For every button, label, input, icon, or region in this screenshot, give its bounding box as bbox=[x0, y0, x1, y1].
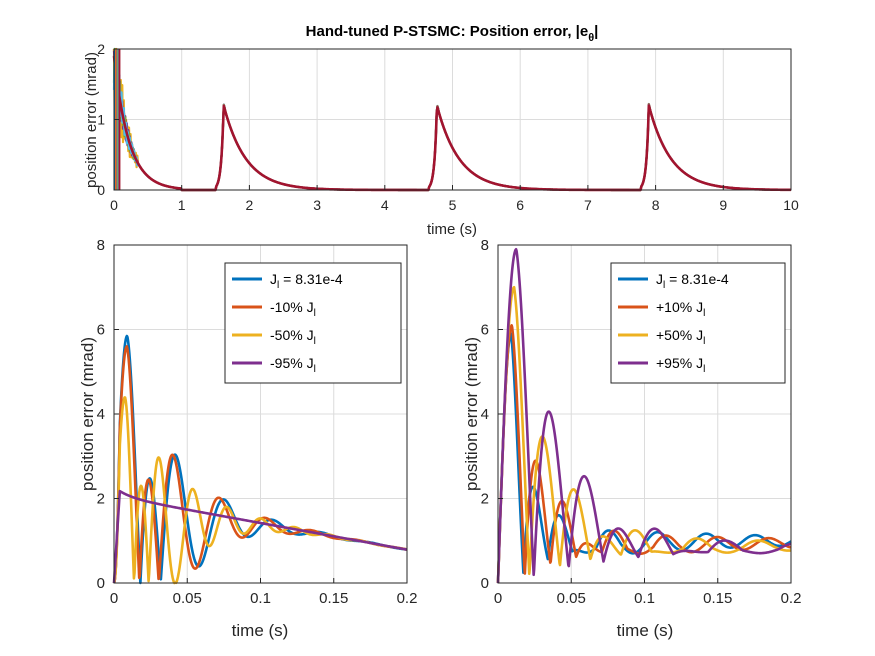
bottom-right-xticks: 0 0.05 0.1 0.15 0.2 bbox=[494, 578, 802, 607]
br-ytick-label: 8 bbox=[481, 237, 489, 254]
bottom-right-legend-label-2: +50% Jl bbox=[656, 327, 705, 347]
br-xtick-label: 0 bbox=[494, 590, 502, 607]
bottom-left-ylabel: position error (mrad) bbox=[78, 337, 97, 491]
top-xlabel: time (s) bbox=[427, 221, 477, 238]
bl-ytick-label: 0 bbox=[97, 575, 105, 592]
bottom-right-ylabel: position error (mrad) bbox=[462, 337, 481, 491]
top-ytick-label: 0 bbox=[97, 182, 105, 198]
bottom-right-xlabel: time (s) bbox=[617, 621, 674, 640]
bl-ytick-label: 2 bbox=[97, 491, 105, 508]
bl-xtick-label: 0.15 bbox=[319, 590, 348, 607]
bottom-right-legend-label-0: Jl = 8.31e-4 bbox=[656, 271, 729, 291]
top-xtick-label: 1 bbox=[178, 197, 186, 213]
top-yticks: 0 1 2 bbox=[97, 41, 119, 198]
bottom-left-axes: 0 0.05 0.1 0.15 0.2 0 2 4 6 8 time (s) position … bbox=[78, 237, 417, 640]
bottom-left-lines bbox=[112, 334, 408, 585]
top-xtick-label: 9 bbox=[719, 197, 727, 213]
bottom-left-yticks: 0 2 4 6 8 bbox=[97, 237, 119, 592]
top-xtick-label: 6 bbox=[516, 197, 524, 213]
br-ytick-label: 4 bbox=[481, 406, 489, 423]
bl-xtick-label: 0.1 bbox=[250, 590, 271, 607]
top-title: Hand-tuned P-STSMC: Position error, |eθ| bbox=[306, 23, 599, 44]
top-xtick-label: 4 bbox=[381, 197, 389, 213]
bottom-left-legend: Jl = 8.31e-4 -10% Jl -50% Jl -95% Jl bbox=[224, 262, 402, 384]
top-xtick-label: 2 bbox=[246, 197, 254, 213]
bottom-left-legend-label-2: -50% Jl bbox=[270, 327, 316, 347]
bottom-right-legend-label-1: +10% Jl bbox=[656, 299, 705, 319]
bottom-right-lines bbox=[496, 248, 792, 584]
top-grid bbox=[114, 49, 791, 190]
bottom-right-series-line bbox=[496, 248, 792, 584]
top-xticks: 0 1 2 3 4 5 6 7 8 9 10 bbox=[110, 185, 799, 213]
bl-ytick-label: 4 bbox=[97, 406, 105, 423]
bottom-left-series-line bbox=[112, 489, 408, 584]
bottom-right-legend-label-3: +95% Jl bbox=[656, 355, 705, 375]
br-ytick-label: 6 bbox=[481, 322, 489, 339]
br-xtick-label: 0.05 bbox=[557, 590, 586, 607]
bl-xtick-label: 0 bbox=[110, 590, 118, 607]
bottom-left-legend-label-3: -95% Jl bbox=[270, 355, 316, 375]
top-xtick-label: 8 bbox=[652, 197, 660, 213]
br-xtick-label: 0.15 bbox=[703, 590, 732, 607]
top-xtick-label: 3 bbox=[313, 197, 321, 213]
bl-xtick-label: 0.05 bbox=[173, 590, 202, 607]
top-xtick-label: 10 bbox=[783, 197, 799, 213]
bottom-right-legend: Jl = 8.31e-4 +10% Jl +50% Jl +95% Jl bbox=[610, 262, 786, 384]
top-xtick-label: 5 bbox=[449, 197, 457, 213]
bottom-right-yticks: 0 2 4 6 8 bbox=[481, 237, 503, 592]
bottom-left-legend-label-1: -10% Jl bbox=[270, 299, 316, 319]
top-ytick-label: 2 bbox=[97, 41, 105, 57]
top-xtick-label: 7 bbox=[584, 197, 592, 213]
top-xtick-label: 0 bbox=[110, 197, 118, 213]
top-ytick-label: 1 bbox=[97, 112, 105, 128]
bottom-right-series-line bbox=[496, 332, 792, 584]
bl-xtick-label: 0.2 bbox=[397, 590, 418, 607]
br-xtick-label: 0.1 bbox=[634, 590, 655, 607]
bottom-right-axes: 0 0.05 0.1 0.15 0.2 0 2 4 6 8 time (s) position … bbox=[462, 237, 801, 640]
top-axes: 0 1 2 3 4 5 6 7 8 9 10 0 1 2 Hand-tuned P-STSMC: Pos… bbox=[83, 23, 799, 238]
bottom-left-xticks: 0 0.05 0.1 0.15 0.2 bbox=[110, 578, 418, 607]
br-xtick-label: 0.2 bbox=[781, 590, 802, 607]
bl-ytick-label: 6 bbox=[97, 322, 105, 339]
br-ytick-label: 2 bbox=[481, 491, 489, 508]
bottom-left-xlabel: time (s) bbox=[232, 621, 289, 640]
bottom-left-legend-label-0: Jl = 8.31e-4 bbox=[270, 271, 343, 291]
br-ytick-label: 0 bbox=[481, 575, 489, 592]
top-ylabel: position error (mrad) bbox=[83, 52, 100, 188]
top-series-line bbox=[112, 55, 792, 192]
bl-ytick-label: 8 bbox=[97, 237, 105, 254]
